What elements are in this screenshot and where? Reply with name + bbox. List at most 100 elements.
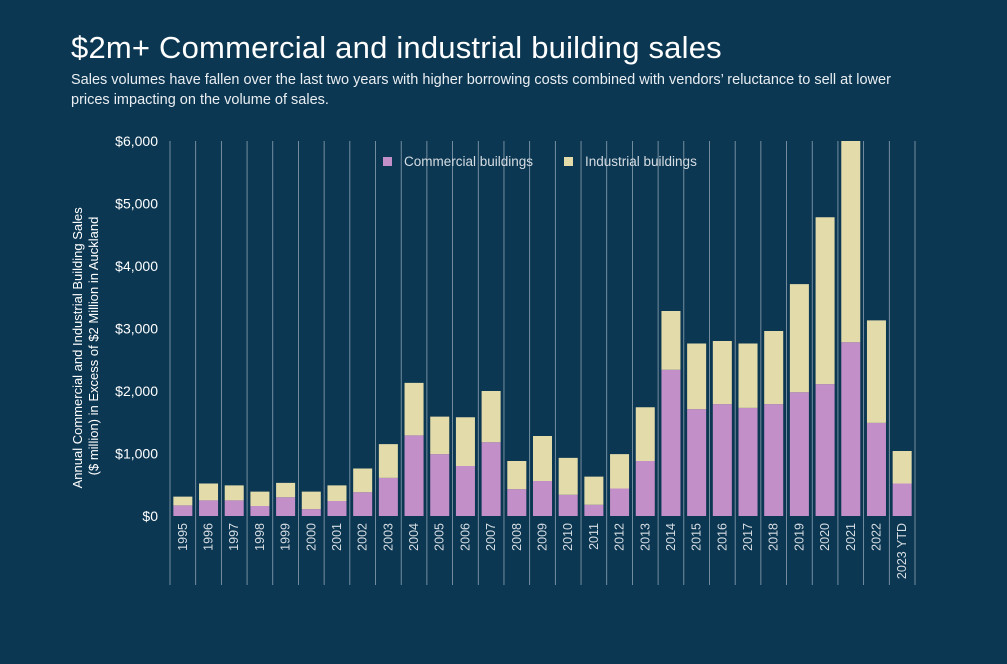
y-tick-label: $5,000 (115, 196, 158, 212)
bar-commercial (789, 392, 809, 516)
legend-label-commercial: Commercial buildings (404, 154, 533, 169)
bar-commercial (481, 442, 501, 516)
x-tick-label: 1996 (202, 523, 216, 551)
bar-commercial (661, 369, 681, 516)
bar-industrial (661, 311, 681, 370)
bar-industrial (250, 491, 270, 506)
bar-industrial (789, 284, 809, 393)
legend: Commercial buildings Industrial building… (383, 154, 697, 169)
bar-commercial (738, 407, 758, 516)
legend-swatch-industrial (564, 157, 573, 166)
bar-industrial (404, 382, 424, 436)
bar-commercial (455, 466, 475, 516)
x-tick-label: 2001 (330, 523, 344, 551)
x-tick-label: 2010 (561, 523, 575, 551)
bar-industrial (584, 476, 604, 505)
bar-industrial (173, 496, 193, 506)
bar-commercial (378, 477, 398, 516)
bar-commercial (558, 494, 578, 516)
x-tick-label: 2015 (690, 523, 704, 551)
bar-industrial (507, 461, 527, 490)
bar-industrial (199, 483, 219, 501)
x-tick-label: 2017 (741, 523, 755, 551)
bar-commercial (353, 492, 373, 516)
bar-commercial (430, 454, 450, 516)
x-tick-label: 2021 (844, 523, 858, 551)
bar-commercial (866, 422, 886, 516)
x-tick-label: 2012 (613, 523, 627, 551)
y-axis-label-line2: ($ million) in Excess of $2 Million in A… (86, 217, 101, 476)
x-tick-label: 2004 (407, 523, 421, 551)
y-axis-ticks: $0 $1,000 $2,000 $3,000 $4,000 $5,000 $6,000 (115, 133, 158, 524)
bar-industrial (764, 331, 784, 405)
x-tick-label: 2002 (356, 523, 370, 551)
gridlines (169, 141, 916, 585)
x-tick-label: 2011 (587, 523, 601, 550)
bar-commercial (635, 461, 655, 516)
bar-commercial (815, 384, 835, 516)
bar-industrial (738, 343, 758, 408)
bar-commercial (764, 404, 784, 516)
bar-industrial (815, 217, 835, 385)
bar-industrial (558, 457, 578, 495)
x-tick-label: 1999 (279, 523, 293, 551)
bar-industrial (455, 417, 475, 466)
bar-industrial (687, 343, 707, 410)
y-tick-label: $0 (142, 508, 158, 524)
bar-commercial (327, 501, 347, 516)
x-tick-label: 2000 (304, 523, 318, 551)
bar-commercial (301, 509, 321, 516)
bar-commercial (507, 489, 527, 516)
bar-industrial (532, 436, 553, 481)
chart-title: $2m+ Commercial and industrial building … (71, 30, 722, 65)
bar-commercial (173, 505, 193, 516)
x-tick-label: 2006 (458, 523, 472, 551)
y-tick-label: $3,000 (115, 321, 158, 337)
bar-industrial (224, 485, 244, 501)
y-tick-label: $2,000 (115, 383, 158, 399)
x-tick-label: 2007 (484, 523, 498, 551)
legend-swatch-commercial (383, 157, 392, 166)
bar-industrial (841, 141, 861, 343)
bar-commercial (610, 488, 630, 516)
bar-commercial (250, 506, 270, 516)
y-tick-label: $6,000 (115, 133, 158, 149)
bar-commercial (841, 342, 861, 516)
bar-industrial (712, 341, 732, 405)
bar-industrial (353, 468, 373, 493)
bar-commercial (199, 500, 219, 516)
bar-industrial (378, 444, 398, 478)
y-tick-label: $1,000 (115, 446, 158, 462)
x-tick-label: 2016 (715, 523, 729, 551)
x-tick-label: 2020 (818, 523, 832, 551)
x-tick-label: 1995 (176, 523, 190, 551)
x-tick-label: 2008 (510, 523, 524, 551)
bar-commercial (712, 404, 732, 516)
y-axis-label: Annual Commercial and Industrial Buildin… (70, 204, 101, 489)
x-tick-label: 2003 (381, 523, 395, 551)
bar-industrial (892, 451, 912, 484)
x-tick-label: 2019 (792, 523, 806, 551)
x-axis-ticks: 1995 1996 1997 1998 1999 2000 2001 2002 2003 2004… (176, 523, 909, 579)
x-tick-label: 2014 (664, 523, 678, 551)
bars (173, 141, 912, 516)
bar-commercial (584, 504, 604, 516)
x-tick-label: 1998 (253, 523, 267, 551)
x-tick-label: 1997 (227, 523, 241, 551)
x-tick-label: 2022 (869, 523, 883, 551)
y-tick-label: $4,000 (115, 258, 158, 274)
bar-commercial (276, 497, 296, 516)
x-tick-label: 2005 (433, 523, 447, 551)
bar-industrial (610, 454, 630, 489)
bar-commercial (687, 409, 707, 516)
bar-industrial (301, 491, 321, 510)
x-tick-label: 2009 (536, 523, 550, 551)
bar-industrial (866, 320, 886, 423)
bar-industrial (430, 416, 450, 455)
legend-label-industrial: Industrial buildings (585, 154, 697, 169)
bar-industrial (276, 482, 296, 498)
x-tick-label: 2023 YTD (895, 523, 909, 579)
bar-industrial (481, 391, 501, 443)
bar-industrial (327, 485, 347, 501)
